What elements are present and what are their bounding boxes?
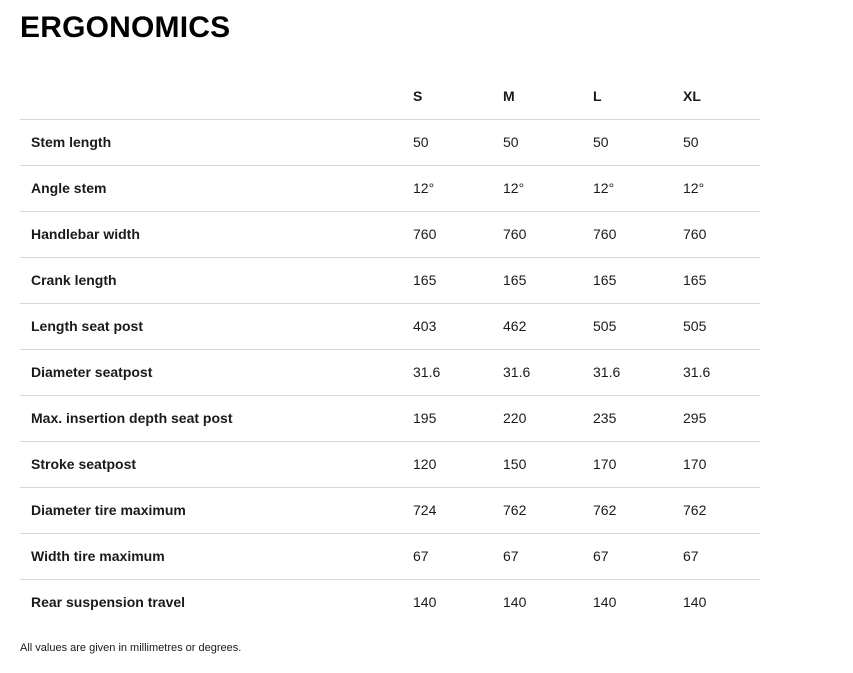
cell-value: 760 bbox=[490, 211, 580, 258]
cell-value: 505 bbox=[580, 303, 670, 350]
cell-value: 140 bbox=[413, 594, 437, 611]
cell-value: 50 bbox=[670, 119, 760, 166]
table-row: Stem length 50 50 50 50 bbox=[20, 119, 760, 166]
cell-value: 165 bbox=[490, 257, 580, 304]
cell-value: 760 bbox=[580, 211, 670, 258]
cell-value: 140 bbox=[683, 594, 707, 611]
row-label: Rear suspension travel bbox=[31, 594, 186, 611]
row-label: Crank length bbox=[20, 257, 400, 304]
row-label: Stroke seatpost bbox=[20, 441, 400, 488]
cell-value: 140 bbox=[593, 594, 617, 611]
cell-value: 67 bbox=[490, 533, 580, 580]
cell-value: 50 bbox=[580, 119, 670, 166]
cell-value: 50 bbox=[490, 119, 580, 166]
row-label: Angle stem bbox=[20, 165, 400, 212]
page-title: ERGONOMICS bbox=[20, 11, 231, 44]
cell-value: 31.6 bbox=[400, 349, 490, 396]
cell-value: 67 bbox=[400, 533, 490, 580]
cell-value: 12° bbox=[400, 165, 490, 212]
table-header-spacer bbox=[20, 73, 400, 120]
column-header-l: L bbox=[580, 73, 670, 120]
row-label: Diameter tire maximum bbox=[20, 487, 400, 534]
cell-value: 295 bbox=[670, 395, 760, 442]
table-row: Width tire maximum 67 67 67 67 bbox=[20, 533, 760, 580]
table-row: Stroke seatpost 120 150 170 170 bbox=[20, 441, 760, 488]
row-label: Stem length bbox=[20, 119, 400, 166]
cell-value: 170 bbox=[670, 441, 760, 488]
cell-value: 120 bbox=[400, 441, 490, 488]
cell-value: 724 bbox=[400, 487, 490, 534]
cell-value: 67 bbox=[670, 533, 760, 580]
table-row: Handlebar width 760 760 760 760 bbox=[20, 211, 760, 258]
cell-value: 762 bbox=[670, 487, 760, 534]
cell-value: 165 bbox=[670, 257, 760, 304]
row-label: Max. insertion depth seat post bbox=[20, 395, 400, 442]
cell-value: 50 bbox=[400, 119, 490, 166]
cell-value: 31.6 bbox=[580, 349, 670, 396]
cell-value: 12° bbox=[490, 165, 580, 212]
cell-value: 220 bbox=[490, 395, 580, 442]
table-row: Rear suspension travel 140 140 140 140 bbox=[20, 579, 760, 625]
cell-value: 195 bbox=[400, 395, 490, 442]
cell-value: 150 bbox=[490, 441, 580, 488]
table-row: Crank length 165 165 165 165 bbox=[20, 257, 760, 304]
column-header-s: S bbox=[400, 73, 490, 120]
cell-value: 760 bbox=[670, 211, 760, 258]
column-header-xl: XL bbox=[670, 73, 760, 120]
cell-value: 762 bbox=[490, 487, 580, 534]
row-label: Diameter seatpost bbox=[20, 349, 400, 396]
table-row: Angle stem 12° 12° 12° 12° bbox=[20, 165, 760, 212]
cell-value: 140 bbox=[503, 594, 527, 611]
table-row: Max. insertion depth seat post 195 220 235 2… bbox=[20, 395, 760, 442]
table-header-row: S M L XL bbox=[20, 73, 760, 120]
cell-value: 67 bbox=[580, 533, 670, 580]
cell-value: 165 bbox=[580, 257, 670, 304]
cell-value: 31.6 bbox=[670, 349, 760, 396]
units-footnote: All values are given in millimetres or d… bbox=[20, 642, 242, 654]
cell-value: 235 bbox=[580, 395, 670, 442]
cell-value: 505 bbox=[670, 303, 760, 350]
row-label: Length seat post bbox=[20, 303, 400, 350]
ergonomics-table: S M L XL Stem length 50 50 50 50 Angle stem 12… bbox=[20, 73, 760, 625]
cell-value: 760 bbox=[400, 211, 490, 258]
cell-value: 12° bbox=[670, 165, 760, 212]
cell-value: 403 bbox=[400, 303, 490, 350]
table-row: Diameter seatpost 31.6 31.6 31.6 31.6 bbox=[20, 349, 760, 396]
row-label: Width tire maximum bbox=[20, 533, 400, 580]
cell-value: 165 bbox=[400, 257, 490, 304]
cell-value: 762 bbox=[580, 487, 670, 534]
table-row: Diameter tire maximum 724 762 762 762 bbox=[20, 487, 760, 534]
column-header-m: M bbox=[490, 73, 580, 120]
cell-value: 31.6 bbox=[490, 349, 580, 396]
table-row: Length seat post 403 462 505 505 bbox=[20, 303, 760, 350]
cell-value: 12° bbox=[580, 165, 670, 212]
cell-value: 170 bbox=[580, 441, 670, 488]
row-label: Handlebar width bbox=[20, 211, 400, 258]
cell-value: 462 bbox=[490, 303, 580, 350]
